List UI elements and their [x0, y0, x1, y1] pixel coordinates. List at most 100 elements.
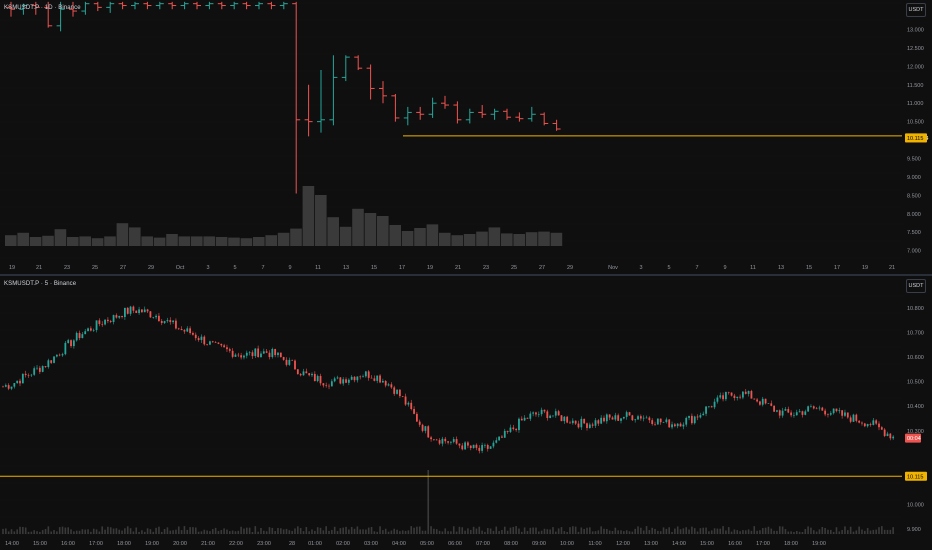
intraday-volume-bar	[121, 530, 123, 534]
intraday-x-tick-label: 17:00	[756, 541, 770, 547]
intraday-volume-bar	[481, 530, 483, 534]
intraday-volume-bar	[141, 530, 143, 534]
intraday-candle-body	[756, 399, 758, 402]
daily-volume-bar	[240, 238, 253, 246]
daily-volume-bar	[141, 236, 153, 246]
intraday-volume-bar	[342, 527, 344, 534]
intraday-candle-body	[571, 420, 574, 424]
intraday-volume-bar	[759, 530, 761, 534]
daily-y-tick-label: 12.500	[907, 46, 924, 52]
intraday-candle-body	[515, 428, 518, 431]
intraday-candle-body	[614, 415, 617, 420]
intraday-candle-body	[722, 395, 724, 400]
intraday-candle-body	[634, 419, 637, 421]
intraday-candle-body	[16, 380, 19, 384]
pane-divider[interactable]	[0, 274, 932, 276]
daily-volume-bar	[364, 213, 377, 246]
intraday-candle-body	[4, 385, 7, 387]
intraday-volume-bar	[560, 527, 563, 534]
intraday-volume-bar	[416, 526, 418, 534]
intraday-candle-body	[129, 306, 132, 314]
daily-y-tick-label: 7.000	[907, 249, 921, 255]
intraday-volume-bar	[815, 531, 818, 534]
intraday-candle-body	[313, 373, 316, 382]
intraday-currency-button[interactable]: USDT	[906, 279, 926, 293]
intraday-volume-bar	[61, 526, 64, 534]
intraday-candle-body	[668, 419, 671, 428]
intraday-volume-bar	[155, 527, 157, 534]
intraday-volume-bar	[81, 529, 84, 534]
intraday-volume-bar	[529, 527, 532, 534]
intraday-candle-body	[209, 341, 211, 345]
intraday-volume-bar	[92, 528, 95, 534]
intraday-volume-bar	[67, 527, 70, 534]
daily-volume-bar	[191, 236, 203, 246]
intraday-candle-body	[778, 410, 781, 416]
daily-x-tick-label: 19	[427, 265, 433, 271]
intraday-candle-body	[679, 423, 682, 427]
intraday-volume-bar	[864, 530, 866, 534]
intraday-candle-body	[141, 309, 143, 313]
intraday-candle-body	[764, 398, 767, 404]
intraday-candle-body	[776, 410, 778, 412]
intraday-volume-bar	[538, 531, 540, 534]
intraday-candle-body	[415, 413, 418, 422]
intraday-candle-body	[279, 352, 282, 358]
intraday-candle-body	[186, 328, 189, 332]
intraday-volume-bar	[776, 530, 778, 534]
daily-volume-bar	[5, 235, 17, 246]
intraday-candle-body	[364, 371, 367, 377]
intraday-candle-body	[509, 427, 512, 432]
intraday-volume-bar	[858, 526, 860, 534]
intraday-volume-bar	[231, 530, 234, 534]
daily-y-tick-label: 8.000	[907, 212, 921, 218]
intraday-candle-body	[577, 423, 580, 428]
intraday-candle-body	[396, 389, 398, 394]
intraday-volume-bar	[211, 529, 214, 534]
intraday-candle-body	[846, 412, 849, 418]
intraday-chart-pane[interactable]: 10.90010.80010.70010.60010.50010.40010.3…	[0, 276, 932, 550]
intraday-candle-body	[540, 409, 543, 415]
intraday-volume-bar	[810, 527, 812, 534]
daily-currency-button[interactable]: USDT	[906, 3, 926, 17]
intraday-candle-body	[600, 417, 603, 424]
intraday-candle-body	[95, 320, 98, 331]
intraday-chart-canvas[interactable]: 10.90010.80010.70010.60010.50010.40010.3…	[0, 276, 932, 550]
intraday-volume-bar	[781, 526, 784, 534]
intraday-candle-body	[642, 417, 645, 419]
intraday-volume-bar	[878, 527, 880, 534]
intraday-candle-body	[24, 373, 27, 376]
intraday-volume-bar	[688, 529, 690, 534]
intraday-volume-bar	[682, 528, 685, 534]
intraday-candle-body	[481, 445, 484, 451]
intraday-candle-body	[27, 375, 30, 376]
intraday-candle-body	[158, 315, 160, 321]
intraday-candle-body	[367, 371, 370, 378]
daily-volume-bar	[302, 186, 315, 246]
intraday-candle-body	[469, 445, 472, 449]
intraday-candle-body	[447, 441, 449, 443]
daily-chart-pane[interactable]: 13.50013.00012.50012.00011.50011.00010.5…	[0, 0, 932, 274]
intraday-volume-bar	[362, 529, 364, 534]
intraday-price-badge-bg	[905, 433, 921, 443]
intraday-candle-body	[339, 377, 342, 384]
intraday-candle-body	[889, 433, 892, 439]
intraday-volume-bar	[410, 526, 413, 534]
intraday-volume-bar	[713, 528, 716, 534]
intraday-candle-body	[444, 438, 447, 442]
intraday-volume-bar	[472, 526, 475, 534]
intraday-candle-body	[824, 410, 827, 415]
daily-chart-canvas[interactable]: 13.50013.00012.50012.00011.50011.00010.5…	[0, 0, 932, 274]
intraday-volume-bar	[70, 529, 72, 534]
intraday-candle-body	[693, 416, 696, 424]
intraday-volume-bar	[617, 530, 619, 534]
intraday-candle-body	[254, 348, 257, 357]
intraday-candle-body	[325, 385, 328, 386]
intraday-volume-bar	[246, 527, 248, 534]
intraday-volume-bar	[7, 531, 10, 534]
intraday-y-tick-label: 10.600	[907, 355, 924, 361]
intraday-candle-body	[438, 440, 441, 444]
daily-volume-bar	[315, 195, 327, 246]
intraday-x-tick-label: 06:00	[448, 541, 462, 547]
intraday-volume-bar	[674, 528, 676, 534]
